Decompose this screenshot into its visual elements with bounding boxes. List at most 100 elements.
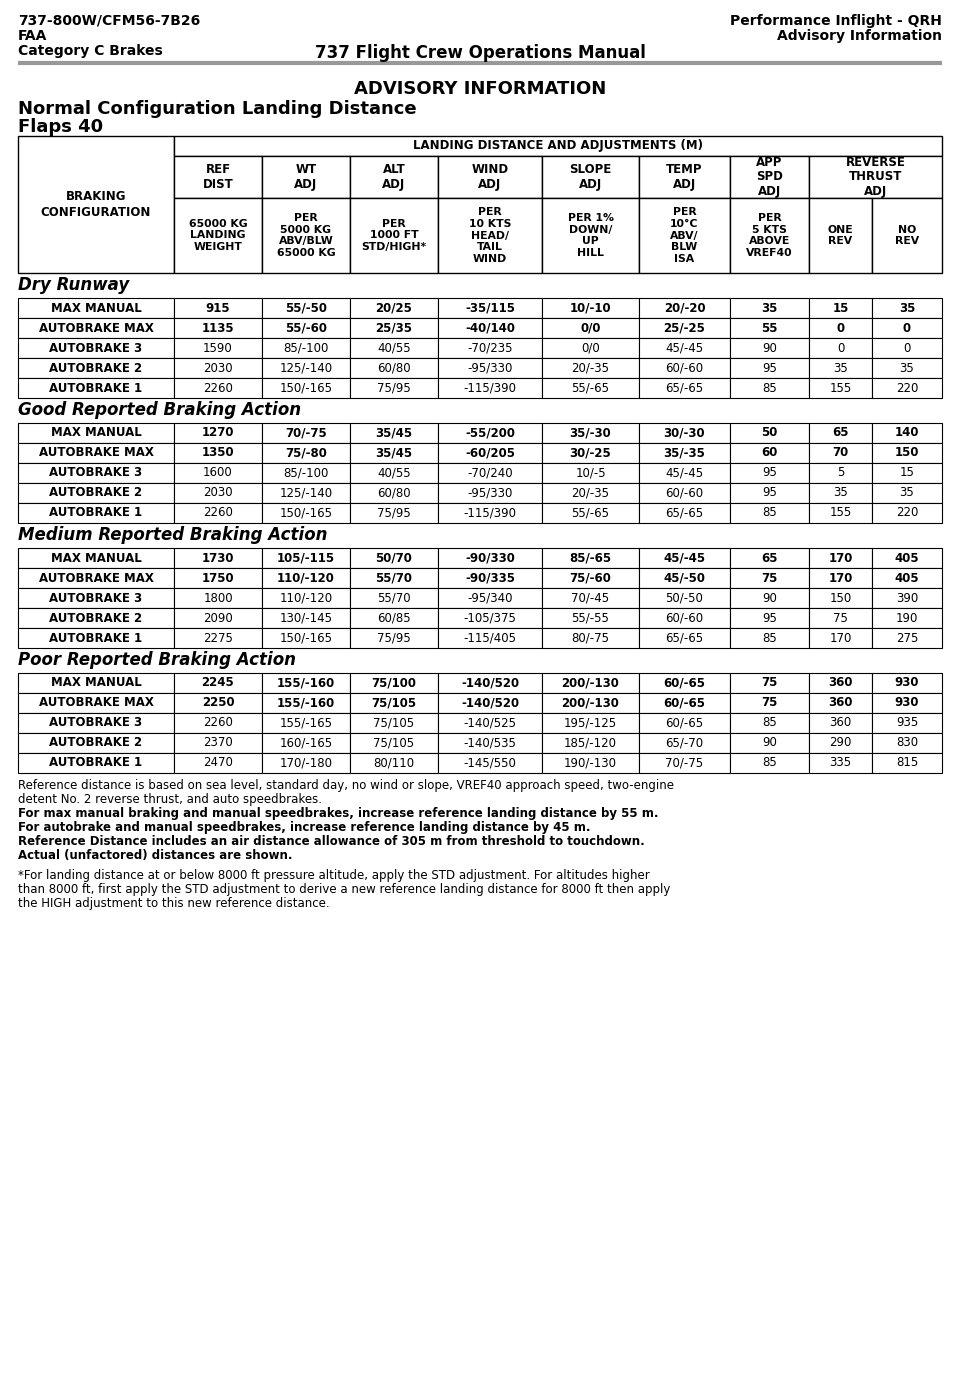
- Bar: [639, 298, 730, 319]
- Bar: [542, 673, 639, 694]
- Text: MAX MANUAL: MAX MANUAL: [51, 302, 141, 314]
- Text: BRAKING
CONFIGURATION: BRAKING CONFIGURATION: [41, 190, 151, 218]
- Bar: [262, 319, 350, 338]
- Text: 55/-65: 55/-65: [571, 506, 610, 520]
- Text: 360: 360: [828, 696, 852, 710]
- Text: Medium Reported Braking Action: Medium Reported Braking Action: [18, 525, 327, 543]
- Bar: [639, 734, 730, 753]
- Bar: [542, 156, 639, 199]
- Bar: [18, 713, 174, 734]
- Text: 65/-65: 65/-65: [665, 506, 704, 520]
- Text: -140/520: -140/520: [461, 696, 519, 710]
- Text: 70/-45: 70/-45: [571, 592, 610, 604]
- Bar: [639, 627, 730, 648]
- Bar: [350, 694, 438, 713]
- Bar: [18, 673, 174, 694]
- Bar: [730, 694, 809, 713]
- Bar: [18, 463, 174, 483]
- Text: 155: 155: [829, 506, 852, 520]
- Bar: [438, 673, 542, 694]
- Text: 85: 85: [762, 717, 777, 729]
- Text: AUTOBRAKE 1: AUTOBRAKE 1: [49, 757, 143, 769]
- Text: AUTOBRAKE 3: AUTOBRAKE 3: [49, 342, 143, 354]
- Text: than 8000 ft, first apply the STD adjustment to derive a new reference landing d: than 8000 ft, first apply the STD adjust…: [18, 883, 670, 896]
- Text: 75/95: 75/95: [377, 382, 411, 394]
- Text: 20/25: 20/25: [375, 302, 413, 314]
- Bar: [174, 483, 262, 503]
- Bar: [639, 156, 730, 199]
- Text: 190: 190: [896, 611, 918, 625]
- Text: 75/95: 75/95: [377, 632, 411, 644]
- Bar: [730, 547, 809, 568]
- Text: 170: 170: [828, 552, 852, 564]
- Text: SLOPE
ADJ: SLOPE ADJ: [569, 163, 612, 192]
- Text: 2030: 2030: [204, 487, 233, 499]
- Bar: [872, 734, 942, 753]
- Bar: [542, 694, 639, 713]
- Bar: [872, 694, 942, 713]
- Text: ONE
REV: ONE REV: [828, 225, 853, 247]
- Text: 1350: 1350: [202, 447, 234, 459]
- Bar: [730, 734, 809, 753]
- Text: 65/-65: 65/-65: [665, 382, 704, 394]
- Bar: [872, 673, 942, 694]
- Bar: [730, 338, 809, 359]
- Text: 75: 75: [833, 611, 848, 625]
- Bar: [542, 338, 639, 359]
- Bar: [542, 483, 639, 503]
- Bar: [872, 443, 942, 463]
- Bar: [809, 378, 872, 399]
- Text: 45/-50: 45/-50: [663, 571, 706, 585]
- Bar: [262, 568, 350, 587]
- Bar: [809, 338, 872, 359]
- Bar: [809, 423, 872, 443]
- Bar: [809, 547, 872, 568]
- Text: 75/-60: 75/-60: [569, 571, 612, 585]
- Bar: [174, 713, 262, 734]
- Text: 55/70: 55/70: [377, 592, 411, 604]
- Bar: [350, 199, 438, 273]
- Text: 85/-100: 85/-100: [283, 466, 328, 480]
- Text: 50/-50: 50/-50: [665, 592, 704, 604]
- Bar: [809, 319, 872, 338]
- Text: 95: 95: [762, 361, 777, 375]
- Text: 15: 15: [832, 302, 849, 314]
- Bar: [730, 156, 809, 199]
- Bar: [174, 734, 262, 753]
- Bar: [438, 423, 542, 443]
- Text: -55/200: -55/200: [465, 426, 515, 440]
- Text: 55/-50: 55/-50: [285, 302, 327, 314]
- Text: 70/-75: 70/-75: [665, 757, 704, 769]
- Text: 85: 85: [762, 632, 777, 644]
- Text: 90: 90: [762, 736, 777, 750]
- Text: Normal Configuration Landing Distance: Normal Configuration Landing Distance: [18, 101, 417, 119]
- Text: 2470: 2470: [204, 757, 233, 769]
- Bar: [18, 753, 174, 774]
- Bar: [730, 503, 809, 523]
- Bar: [438, 608, 542, 627]
- Text: 55/70: 55/70: [375, 571, 413, 585]
- Text: 930: 930: [895, 696, 920, 710]
- Bar: [262, 587, 350, 608]
- Bar: [350, 319, 438, 338]
- Text: 0: 0: [837, 342, 844, 354]
- Bar: [872, 423, 942, 443]
- Text: MAX MANUAL: MAX MANUAL: [51, 552, 141, 564]
- Bar: [639, 673, 730, 694]
- Text: detent No. 2 reverse thrust, and auto speedbrakes.: detent No. 2 reverse thrust, and auto sp…: [18, 793, 322, 805]
- Bar: [809, 443, 872, 463]
- Text: -90/335: -90/335: [465, 571, 515, 585]
- Bar: [809, 568, 872, 587]
- Bar: [18, 694, 174, 713]
- Text: 200/-130: 200/-130: [562, 677, 619, 690]
- Bar: [350, 156, 438, 199]
- Text: Advisory Information: Advisory Information: [777, 29, 942, 43]
- Bar: [809, 483, 872, 503]
- Bar: [809, 627, 872, 648]
- Text: 170: 170: [828, 571, 852, 585]
- Text: 65/-65: 65/-65: [665, 632, 704, 644]
- Text: Reference distance is based on sea level, standard day, no wind or slope, VREF40: Reference distance is based on sea level…: [18, 779, 674, 792]
- Bar: [174, 608, 262, 627]
- Bar: [350, 443, 438, 463]
- Text: 40/55: 40/55: [377, 342, 411, 354]
